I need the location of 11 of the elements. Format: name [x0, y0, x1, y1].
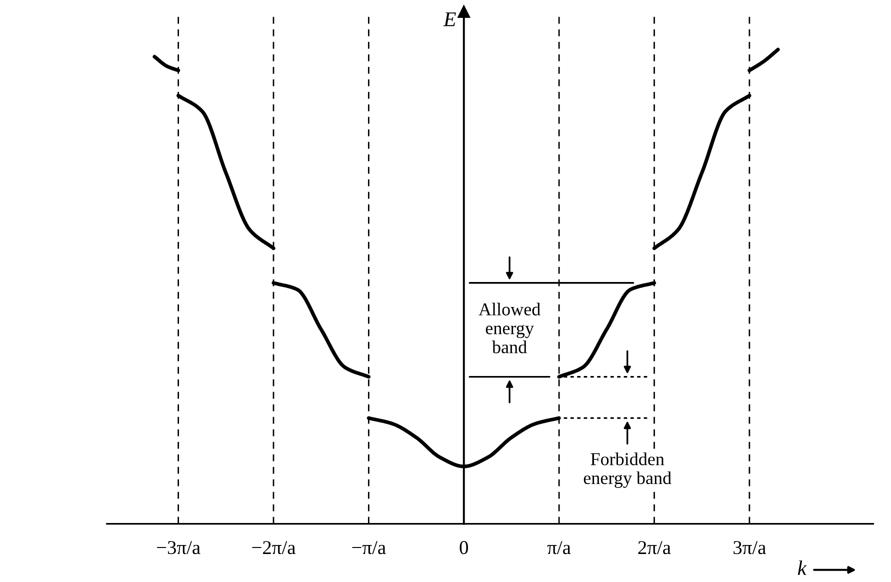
x-axis-title: k — [798, 560, 807, 575]
annotation: Forbidden energy band — [584, 452, 672, 488]
annotation: Allowed energy band — [478, 302, 540, 354]
x-tick-label: −π/a — [352, 541, 386, 554]
x-tick-label: 0 — [460, 541, 468, 554]
x-tick-label: −3π/a — [157, 541, 200, 554]
x-tick-label: 3π/a — [734, 541, 766, 554]
x-tick-label: π/a — [547, 541, 571, 554]
x-tick-label: 2π/a — [638, 541, 671, 554]
x-tick-label: −2π/a — [252, 541, 296, 554]
y-axis-title: E — [443, 12, 456, 26]
